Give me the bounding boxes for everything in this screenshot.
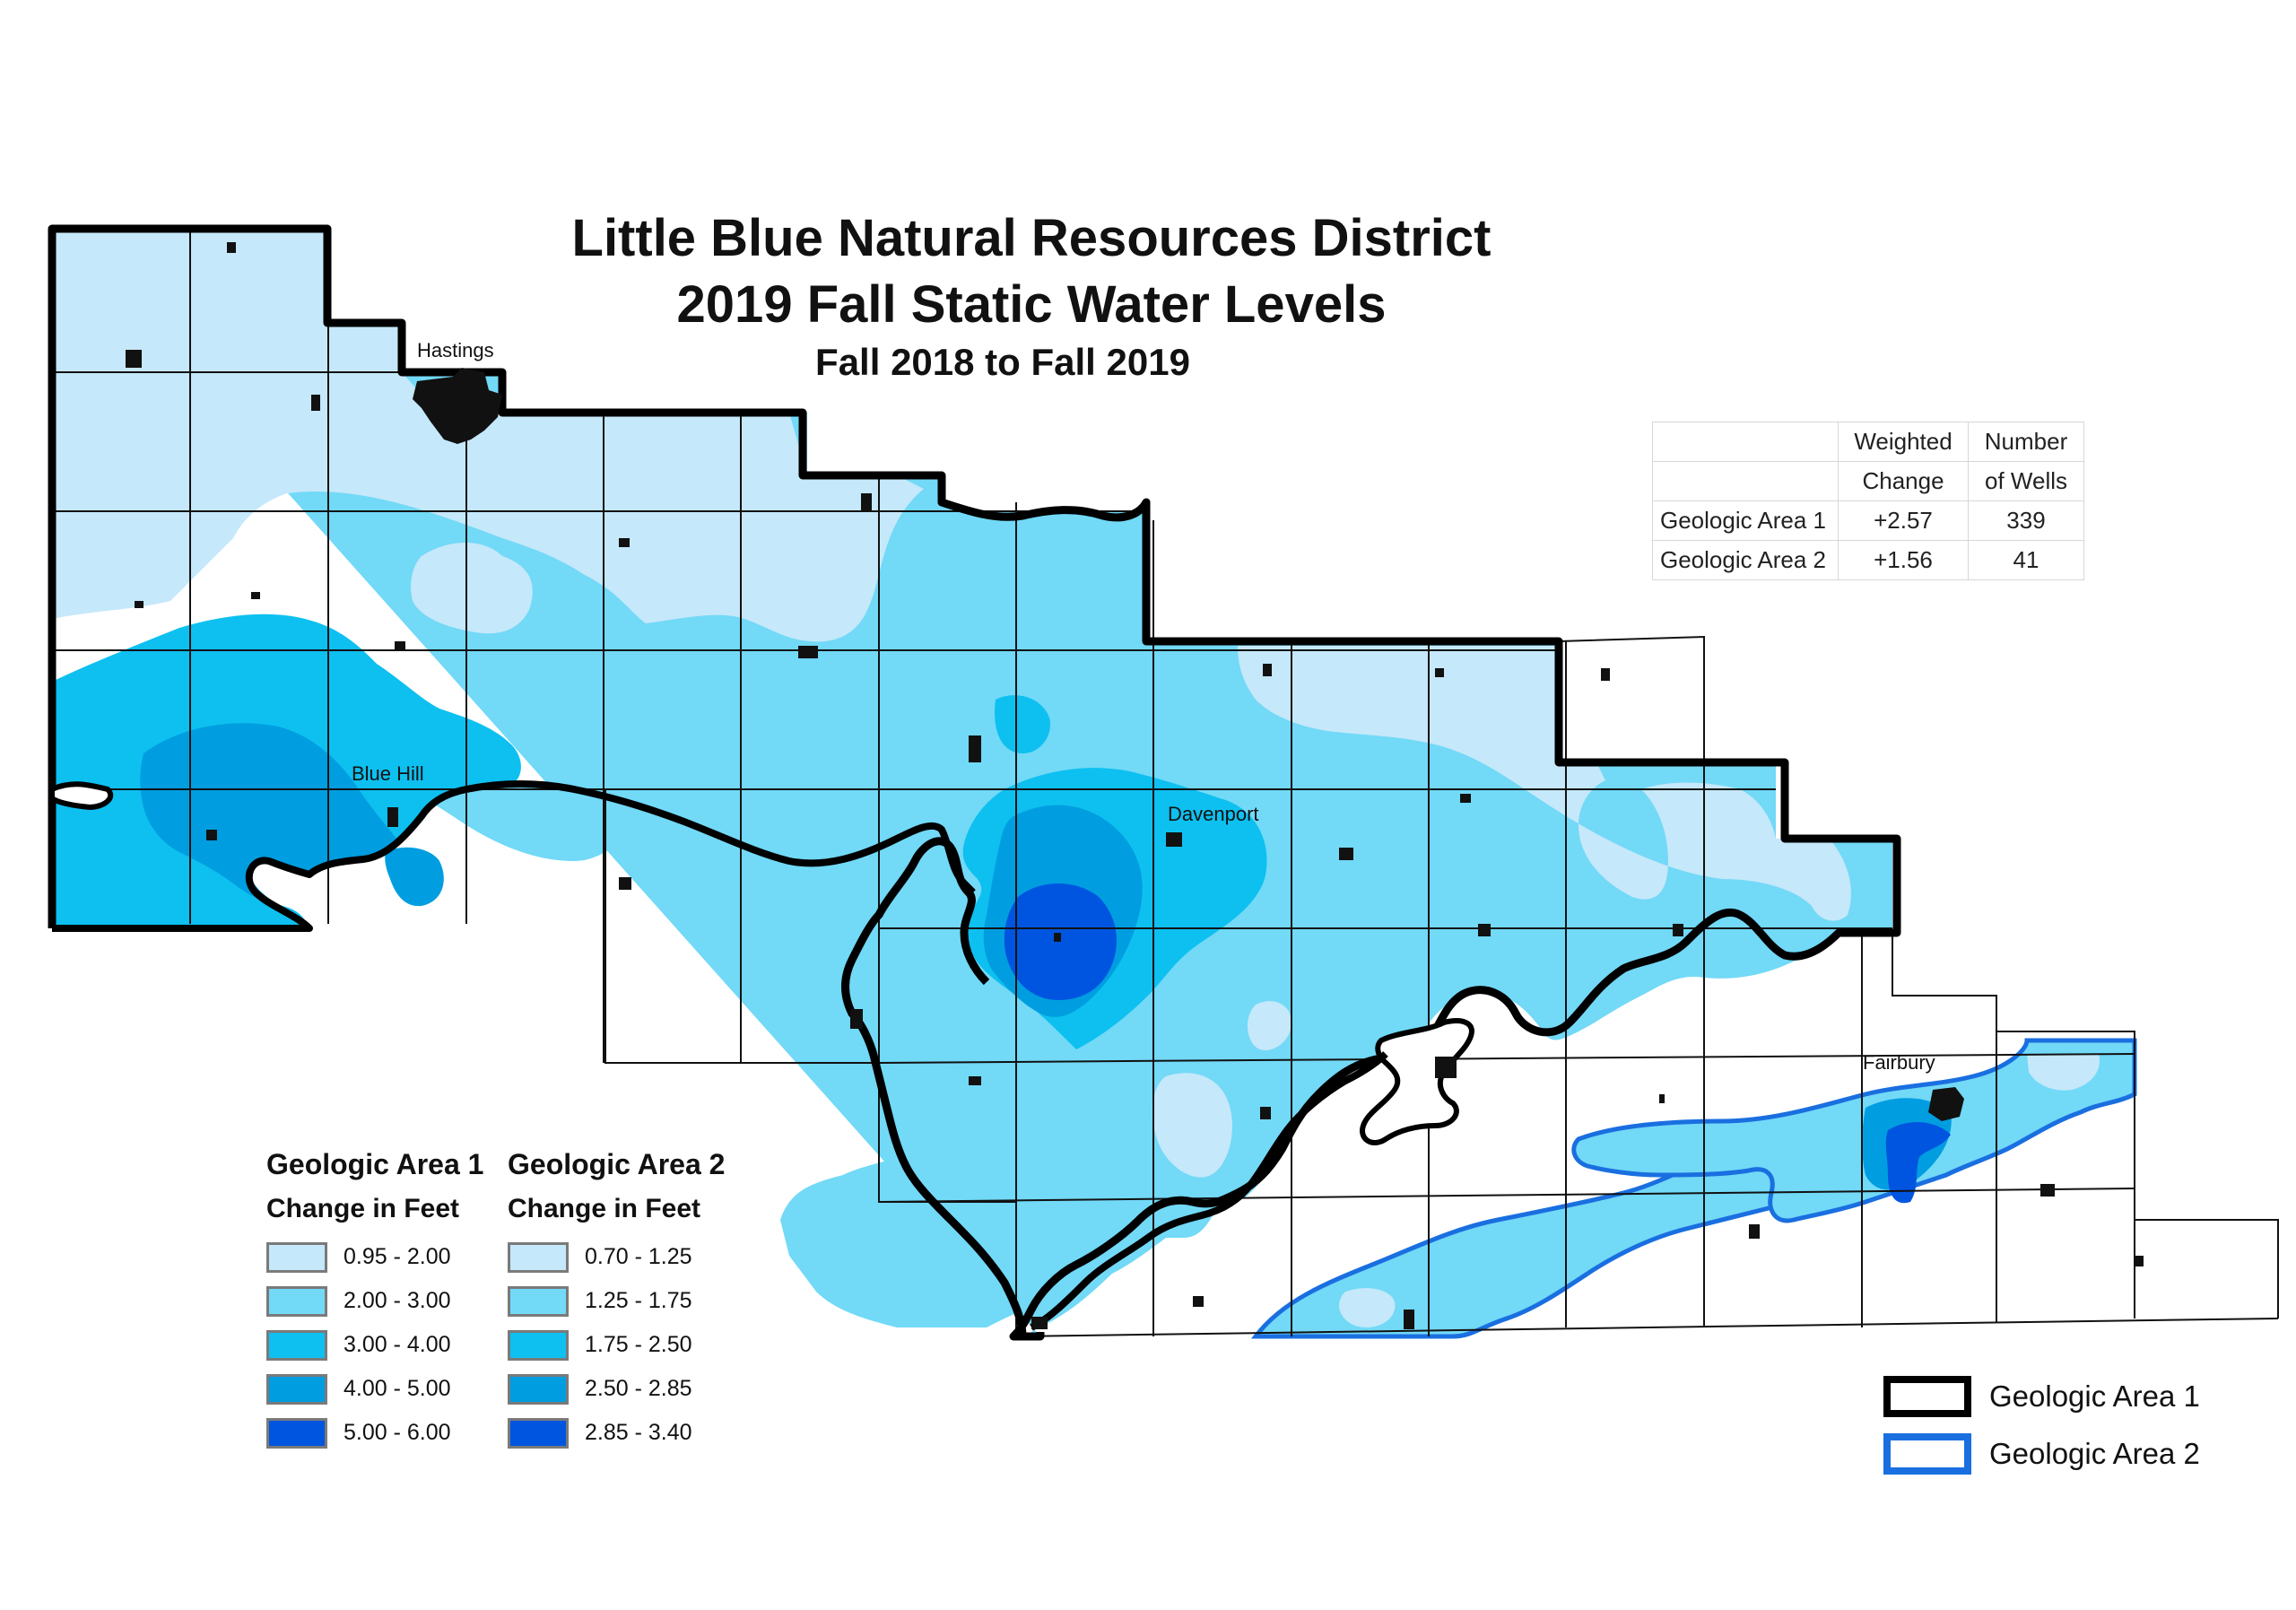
table-cell: Weighted [1838,422,1969,462]
legend-item: 0.70 - 1.25 [508,1235,725,1279]
table-cell: +2.57 [1838,500,1969,541]
legend-item: 2.85 - 3.40 [508,1411,725,1455]
class1-region-south2 [1247,1001,1292,1050]
area1-boundary-swatch [1883,1376,1971,1417]
map-title-line1: Little Blue Natural Resources District [571,209,1492,267]
legend-label: 3.00 - 4.00 [344,1332,451,1357]
table-cell: 41 [1968,540,2084,580]
weighted-change-table: Weighted Number Change of Wells Geologic… [1652,422,2084,580]
legend-item: 1.25 - 1.75 [508,1279,725,1323]
legend-area1: Geologic Area 1 Change in Feet 0.95 - 2.… [266,1148,483,1455]
table-cell: Geologic Area 2 [1652,540,1839,580]
legend-area1-subtitle: Change in Feet [266,1194,460,1223]
legend-item: 2.50 - 2.85 [508,1367,725,1411]
table-cell: Change [1838,461,1969,501]
hastings-town [413,368,502,444]
area2-class1 [2027,1054,2100,1091]
legend-item: Geologic Area 2 [1883,1425,2200,1483]
legend-label: Geologic Area 2 [1989,1437,2200,1470]
table-cell: Number [1968,422,2084,462]
table-row: Geologic Area 1 +2.57 339 [1652,500,2084,541]
legend-swatch [508,1373,569,1405]
legend-item: Geologic Area 1 [1883,1368,2200,1425]
legend-label: 2.00 - 3.00 [344,1288,451,1313]
legend-item: 2.00 - 3.00 [266,1279,483,1323]
legend-swatch [266,1241,327,1273]
map-title-line2: 2019 Fall Static Water Levels [676,275,1387,334]
legend-area1-title: Geologic Area 1 [266,1148,484,1180]
area2-east-fill [1571,1038,2137,1223]
table-cell [1652,461,1839,501]
legend-swatch [266,1285,327,1317]
legend-label: 2.85 - 3.40 [585,1420,692,1445]
class1-region-south [1152,1073,1232,1178]
legend-item: 4.00 - 5.00 [266,1367,483,1411]
table-cell: of Wells [1968,461,2084,501]
table-cell: Geologic Area 1 [1652,500,1839,541]
table-cell: 339 [1968,500,2084,541]
area1-south-line [1030,1051,1388,1331]
legend-label: 5.00 - 6.00 [344,1420,451,1445]
area2-class1-b [1339,1288,1396,1327]
table-cell: +1.56 [1838,540,1969,580]
table-header-row: Change of Wells [1652,461,2084,501]
town-markers [126,242,2144,1329]
legend-item: 5.00 - 6.00 [266,1411,483,1455]
legend-swatch [266,1417,327,1449]
legend-swatch [508,1285,569,1317]
class3-region-mid [995,695,1050,753]
city-label-blue-hill: Blue Hill [352,762,424,785]
area2-boundary-swatch [1883,1433,1971,1475]
legend-swatch [266,1373,327,1405]
class1-region-hill [411,543,533,634]
legend-label: 1.75 - 2.50 [585,1332,692,1357]
class1-region-east [1238,646,1851,921]
legend-swatch [508,1241,569,1273]
city-label-hastings: Hastings [417,339,494,361]
area1-southern-edge [52,780,976,932]
class4-region-bluehill [385,847,444,907]
legend-label: 4.00 - 5.00 [344,1376,451,1401]
legend-area2-subtitle: Change in Feet [508,1194,701,1223]
legend-area2-title: Geologic Area 2 [508,1148,726,1180]
city-label-fairbury: Fairbury [1863,1051,1935,1074]
legend-item: 1.75 - 2.50 [508,1323,725,1367]
table-header-row: Weighted Number [1652,422,2084,462]
fairbury-town [1928,1087,1964,1121]
map-subtitle: Fall 2018 to Fall 2019 [815,341,1190,383]
legend-label: Geologic Area 1 [1989,1379,2200,1413]
area-boundary-legend: Geologic Area 1 Geologic Area 2 [1883,1368,2200,1483]
legend-item: 0.95 - 2.00 [266,1235,483,1279]
class1-region-north [52,229,924,642]
legend-label: 0.70 - 1.25 [585,1244,692,1269]
area1-inner-loop [1360,1018,1474,1145]
table-cell [1652,422,1839,462]
legend-item: 3.00 - 4.00 [266,1323,483,1367]
legend-swatch [508,1329,569,1361]
legend-label: 2.50 - 2.85 [585,1376,692,1401]
legend-swatch [266,1329,327,1361]
legend-area2: Geologic Area 2 Change in Feet 0.70 - 1.… [508,1148,725,1455]
city-label-davenport: Davenport [1168,803,1259,825]
area1-blue-hill-inlet [49,781,114,811]
legend-label: 1.25 - 1.75 [585,1288,692,1313]
legend-label: 0.95 - 2.00 [344,1244,451,1269]
area2-class5 [1885,1121,1951,1204]
table-row: Geologic Area 2 +1.56 41 [1652,540,2084,580]
legend-swatch [508,1417,569,1449]
